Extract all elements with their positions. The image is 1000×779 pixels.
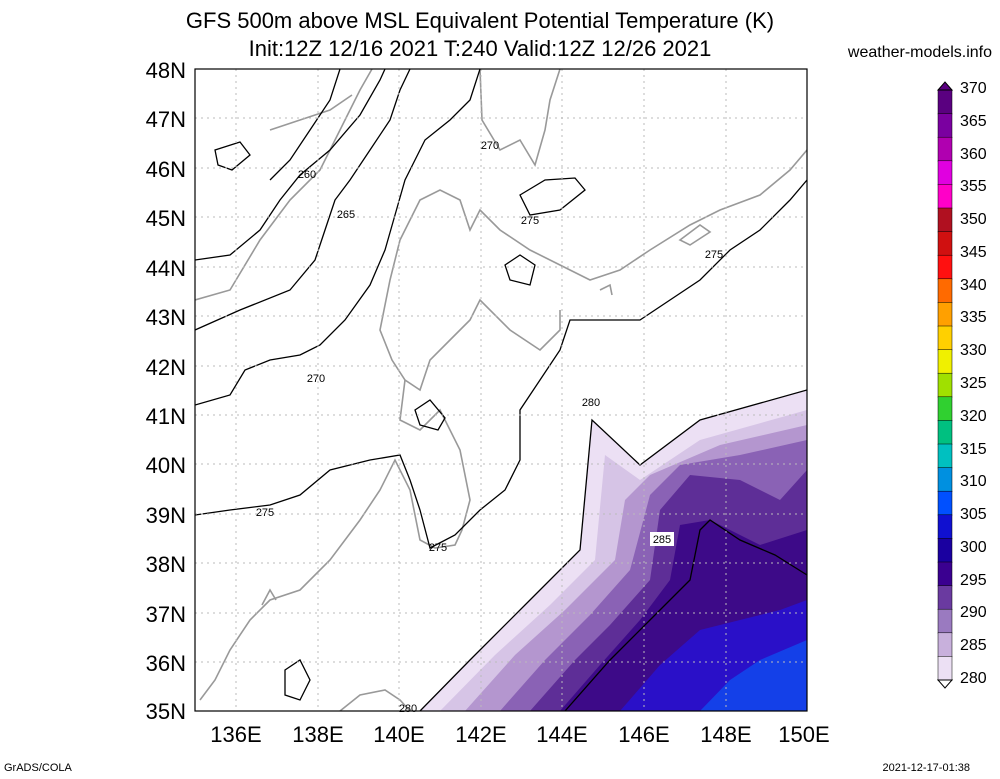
site-credit: weather-models.info: [847, 44, 992, 61]
colorbar-label: 330: [960, 342, 987, 360]
colorbar-swatch: [937, 585, 953, 610]
colorbar-swatch: [937, 302, 953, 327]
lat-label: 38N: [145, 552, 186, 577]
colorbar-label: 370: [960, 80, 987, 97]
lat-label: 42N: [145, 355, 186, 380]
colorbar-swatch: [937, 420, 953, 445]
contour-label: 275: [521, 215, 539, 227]
chart-subtitle: Init:12Z 12/16 2021 T:240 Valid:12Z 12/2…: [248, 36, 712, 61]
colorbar-swatch: [937, 231, 953, 256]
footer-timestamp: 2021-12-17-01:38: [882, 762, 970, 774]
contours: [195, 69, 807, 711]
colorbar-swatch: [937, 207, 953, 233]
colorbar-swatch: [937, 349, 953, 374]
chart-title: GFS 500m above MSL Equivalent Potential …: [185, 8, 775, 33]
lat-label: 41N: [145, 404, 186, 429]
colorbar-label: 285: [960, 637, 987, 655]
colorbar-label: 280: [960, 670, 987, 687]
colorbar-label: 295: [960, 571, 987, 589]
contour-label: 270: [481, 140, 499, 152]
colorbar-bottom-arrow: [936, 679, 954, 689]
contour-label: 265: [337, 209, 355, 221]
colorbar-swatch: [937, 396, 953, 422]
colorbar-label: 315: [960, 440, 987, 458]
colorbar-label: 365: [960, 112, 987, 130]
lat-label: 43N: [145, 305, 186, 330]
lon-label: 144E: [536, 722, 588, 747]
colorbar-swatch: [937, 89, 953, 115]
colorbar-label: 325: [960, 375, 987, 392]
lat-label: 48N: [145, 58, 186, 83]
colorbar-swatch: [937, 608, 953, 634]
contour-label: 260: [298, 169, 316, 181]
map-frame: [194, 68, 808, 712]
contour-label: 285: [653, 534, 671, 546]
colorbar-swatch: [937, 325, 953, 351]
graticule: [195, 69, 807, 711]
colorbar-swatch: [937, 538, 953, 563]
colorbar-label: 340: [960, 276, 987, 294]
lat-label: 36N: [145, 651, 186, 676]
lat-label: 35N: [145, 699, 186, 724]
colorbar-label: 320: [960, 407, 987, 425]
colorbar-swatch: [937, 561, 953, 587]
lat-label: 37N: [145, 602, 186, 627]
lon-label: 150E: [778, 722, 830, 747]
footer-credit: GrADS/COLA: [4, 762, 72, 774]
colorbar-swatch: [937, 136, 953, 162]
colorbar-label: 305: [960, 506, 987, 524]
colorbar-swatch: [937, 490, 953, 516]
colorbar-label: 290: [960, 604, 987, 622]
lat-label: 44N: [145, 256, 186, 281]
lon-label: 138E: [292, 722, 344, 747]
colorbar-swatch: [937, 514, 953, 540]
lon-label: 148E: [700, 722, 752, 747]
lat-label: 39N: [145, 503, 186, 528]
colorbar-swatch: [937, 278, 953, 304]
theta-e-fill-295: [700, 640, 807, 711]
contour-label: 275: [256, 507, 274, 519]
colorbar-label: 310: [960, 473, 987, 491]
lon-label: 146E: [618, 722, 670, 747]
contour-label: 275: [429, 542, 447, 554]
lat-label: 46N: [145, 157, 186, 182]
contour-label: 270: [307, 373, 325, 385]
lat-label: 45N: [145, 206, 186, 231]
colorbar-swatch: [937, 372, 953, 398]
colorbar-swatch: [937, 467, 953, 492]
colorbar-swatch: [937, 184, 953, 209]
colorbar-top-arrow: [936, 81, 954, 91]
lon-label: 142E: [455, 722, 507, 747]
colorbar-swatch: [937, 443, 953, 469]
lat-label: 47N: [145, 107, 186, 132]
colorbar-label: 300: [960, 538, 987, 556]
colorbar-swatch: [937, 160, 953, 186]
colorbar-label: 350: [960, 211, 987, 229]
colorbar-swatch: [937, 656, 953, 681]
colorbar-swatch: [937, 254, 953, 280]
colorbar-label: 335: [960, 309, 987, 327]
contour-label: 280: [582, 397, 600, 409]
colorbar-label: 360: [960, 145, 987, 163]
contour-label: 280: [399, 703, 417, 715]
lon-label: 136E: [210, 722, 262, 747]
colorbar-label: 355: [960, 178, 987, 196]
lat-label: 40N: [145, 453, 186, 478]
lon-label: 140E: [373, 722, 425, 747]
contour-label: 275: [705, 249, 723, 261]
colorbar: [936, 81, 954, 689]
colorbar-swatch: [937, 113, 953, 138]
colorbar-label: 345: [960, 243, 987, 261]
colorbar-swatch: [937, 632, 953, 658]
